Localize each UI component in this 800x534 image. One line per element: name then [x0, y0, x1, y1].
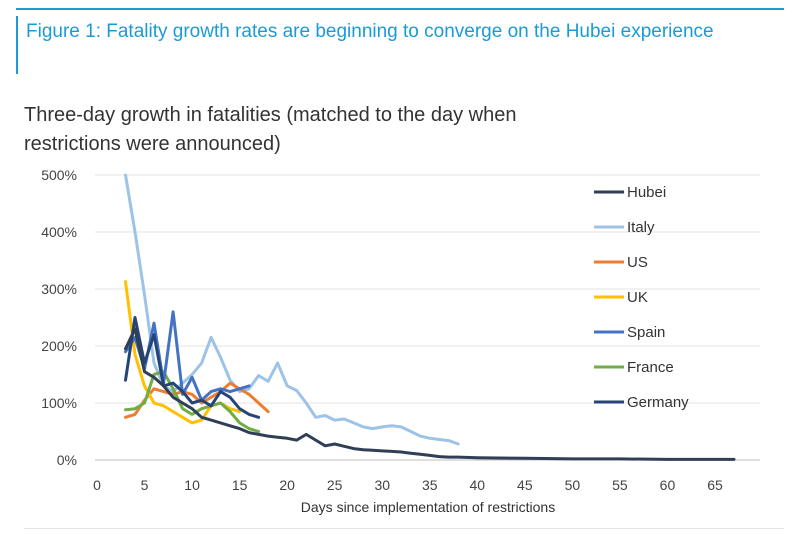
x-tick-label: 25 — [327, 477, 343, 493]
x-tick-label: 30 — [374, 477, 390, 493]
x-tick-label: 55 — [612, 477, 628, 493]
x-tick-label: 45 — [517, 477, 533, 493]
series-line-france — [124, 370, 261, 433]
line-chart: 0% 100% 200% 300% 400% 500% 0 5 10 15 20 25 30 35 40 45… — [41, 167, 760, 515]
x-tick-label: 20 — [279, 477, 295, 493]
legend-label-spain: Spain — [627, 324, 665, 341]
series-line-germany — [124, 316, 261, 419]
y-tick-label: 400% — [41, 224, 77, 240]
y-tick-label: 300% — [41, 281, 77, 297]
x-tick-label: 60 — [660, 477, 676, 493]
figure-title-block: Figure 1: Fatality growth rates are begi… — [16, 16, 778, 74]
chart-subtitle: Three-day growth in fatalities (matched … — [24, 104, 517, 155]
series-line-hubei — [124, 327, 736, 461]
x-tick-label: 40 — [470, 477, 486, 493]
x-tick-label: 5 — [141, 477, 149, 493]
gridlines — [95, 174, 760, 461]
y-tick-label: 500% — [41, 167, 77, 183]
legend-label-germany: Germany — [627, 394, 689, 411]
legend-label-uk: UK — [627, 289, 648, 306]
legend-label-france: France — [627, 359, 674, 376]
figure-title: Figure 1: Fatality growth rates are begi… — [26, 21, 714, 42]
x-tick-label: 65 — [707, 477, 723, 493]
series-lines — [124, 173, 736, 461]
legend-label-italy: Italy — [627, 219, 655, 236]
footer-divider — [24, 528, 784, 529]
legend: Hubei Italy US UK Spain France Germany — [594, 184, 689, 411]
x-axis-label: Days since implementation of restriction… — [301, 499, 555, 515]
x-tick-label: 15 — [232, 477, 248, 493]
x-tick-label: 35 — [422, 477, 438, 493]
y-tick-label: 0% — [57, 452, 77, 468]
top-accent-rule — [16, 8, 784, 10]
x-tick-label: 0 — [93, 477, 101, 493]
y-tick-label: 200% — [41, 338, 77, 354]
x-tick-label: 10 — [184, 477, 200, 493]
legend-label-hubei: Hubei — [627, 184, 666, 201]
series-line-italy — [124, 173, 460, 446]
legend-label-us: US — [627, 254, 648, 271]
x-tick-label: 50 — [565, 477, 581, 493]
y-tick-label: 100% — [41, 395, 77, 411]
axes: 0% 100% 200% 300% 400% 500% 0 5 10 15 20 25 30 35 40 45… — [41, 167, 723, 515]
